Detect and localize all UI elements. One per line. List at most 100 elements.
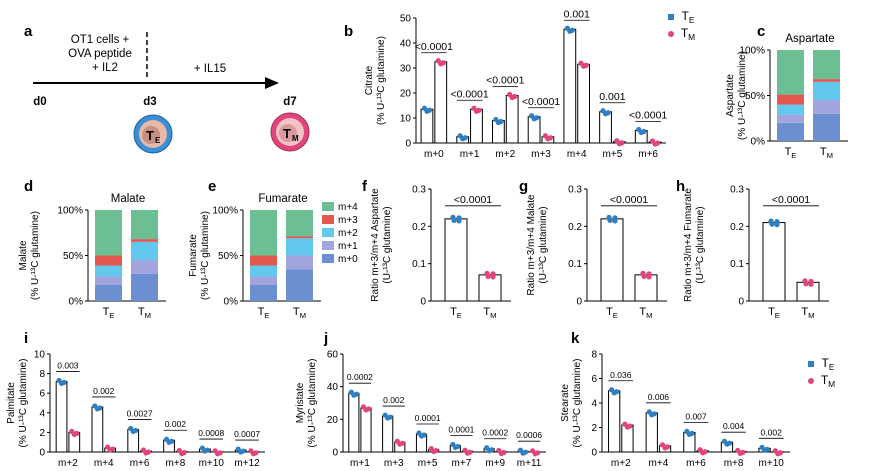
y-tick-label: 0%	[751, 137, 766, 148]
x-tick-label: m+4	[567, 149, 587, 160]
y-tick-label: 50%	[745, 91, 765, 102]
data-point-te	[602, 111, 609, 117]
chart-panel-i: 0 2 4 6 8 10 Palmitate (% U-¹³C glutamine) m+2 0.…	[6, 350, 265, 469]
x-tick-label: TE	[450, 306, 462, 320]
data-point-E	[451, 217, 457, 223]
data-point-te	[452, 444, 458, 451]
p-value-label: 0.002	[93, 386, 115, 396]
y-tick-label: 2	[591, 423, 597, 434]
p-value-label: 0.003	[57, 360, 79, 370]
data-point-te	[202, 448, 208, 454]
te-cell-label: T	[146, 128, 154, 143]
legend-swatch-tm	[668, 31, 674, 37]
p-value-label: <0.0001	[610, 194, 648, 206]
data-point-M	[485, 273, 491, 279]
p-value-label: <0.0001	[450, 88, 488, 100]
data-point-tm	[143, 450, 149, 456]
bar-te-m+2	[55, 380, 68, 453]
stack-segment-m+4	[777, 50, 804, 95]
x-tick-label: m+1	[350, 458, 370, 469]
legend-swatch-m+4	[322, 202, 334, 211]
chart-panel-c: 0%50%100%Aspartate (% U-¹³C glutamine)Asp…	[725, 33, 848, 160]
data-point-te	[531, 116, 537, 122]
stack-segment-m+2	[131, 241, 158, 261]
data-point-tm	[431, 448, 437, 455]
data-point-te	[611, 390, 617, 396]
legend-label-tm: TM	[821, 373, 835, 389]
p-value-label: <0.0001	[772, 194, 810, 206]
stack-segment-m+0	[95, 284, 122, 301]
il15-text: + IL15	[194, 63, 226, 75]
data-point-M	[808, 281, 814, 287]
y-tick-label: 100%	[57, 206, 83, 217]
panel-letter-a: a	[24, 23, 33, 40]
x-tick-label: TE	[103, 306, 115, 320]
p-value-label: 0.0002	[347, 372, 373, 382]
stack-segment-m+0	[813, 113, 840, 141]
panel-letter-h: h	[676, 178, 685, 195]
panel-letter-d: d	[24, 178, 33, 195]
chart-panel-k: 0 2 4 6 8 Stearate (% U-¹³C glutamine) m+2 0.036…	[560, 350, 835, 470]
x-tick-label: m+3	[531, 149, 551, 160]
stack-segment-m+2	[286, 238, 313, 256]
x-tick-label: m+10	[199, 458, 225, 469]
tm-cell-label: T	[283, 126, 291, 141]
y-axis-label-line1: Fumarate	[188, 234, 199, 277]
data-point-tm	[498, 450, 504, 457]
bar-tm-m+1	[360, 407, 372, 453]
x-tick-label: TE	[258, 306, 270, 320]
stack-segment-m+1	[95, 276, 122, 285]
panel-letter-c: c	[757, 23, 765, 40]
chart-panel-j: 0 20 40 60 Myristate (% U-¹³C glutamine) m+1 0.…	[295, 350, 546, 469]
legend-label-te: TE	[822, 356, 835, 372]
data-point-te	[460, 136, 466, 142]
stack-segment-m+2	[95, 265, 122, 277]
data-point-E	[774, 222, 780, 228]
stack-segment-m+2	[813, 81, 840, 101]
y-axis-label-line1: Malate	[18, 240, 29, 270]
p-value-label: 0.004	[723, 421, 745, 431]
p-value-label: 0.0007	[234, 429, 260, 439]
y-axis-label-line1: Ratio m+3/m+4 Fumarate	[683, 188, 694, 302]
stack-segment-m+3	[813, 79, 840, 82]
data-point-te	[486, 448, 492, 454]
y-tick-label: 6	[591, 374, 597, 385]
data-point-tm	[532, 451, 538, 457]
x-tick-label: TE	[606, 306, 618, 320]
y-tick-label: 0.2	[730, 222, 744, 233]
data-point-tm	[71, 431, 77, 437]
data-point-tm	[250, 451, 257, 457]
chart-panel-b: 0 10 20 30 40 50 Citrate (% U-¹³C glutamine) m+0…	[364, 8, 695, 160]
y-axis-label-line1: Myristate	[295, 382, 306, 423]
bar-te-m+1	[348, 392, 360, 453]
p-value-label: <0.0001	[415, 41, 453, 53]
p-value-label: <0.0001	[486, 75, 524, 87]
legend-swatch-m+0	[322, 254, 334, 263]
ratio-bar-M	[478, 274, 502, 302]
schematic-text-1: OT1 cells +	[71, 34, 130, 46]
bar-te-m+3	[382, 415, 394, 453]
y-axis-label-line2: (U-¹³C glutamine)	[382, 206, 393, 283]
legend-label-tm: TM	[681, 26, 695, 42]
p-value-label: 0.002	[165, 419, 187, 429]
data-point-tm	[179, 450, 185, 457]
data-point-tm	[363, 407, 369, 413]
x-tick-label: m+6	[130, 458, 150, 469]
y-axis-label-line2: (% U-¹³C glutamine)	[376, 36, 387, 125]
p-value-label: 0.002	[383, 395, 405, 405]
chart-panel-f: 0 0.1 0.2 0.3 Ratio m+3/m+4 Aspartate (U-¹³C …	[370, 185, 511, 320]
x-tick-label: m+8	[724, 458, 744, 469]
x-tick-label: m+8	[166, 458, 186, 469]
data-point-M	[646, 274, 652, 280]
data-point-te	[567, 28, 573, 34]
y-tick-label: 0.3	[568, 185, 582, 196]
y-axis-label-line2: (% U-¹³C glutamine)	[307, 359, 318, 448]
y-axis-label-line2: (U-¹³C glutamine)	[695, 206, 706, 283]
stack-segment-m+3	[286, 236, 313, 239]
data-point-te	[638, 129, 644, 136]
bar-te-m+4	[645, 412, 658, 453]
y-tick-label: 0.1	[412, 259, 426, 270]
y-axis-label-line2: (% U-¹³C glutamine)	[30, 211, 41, 300]
y-tick-label: 40	[400, 39, 412, 50]
